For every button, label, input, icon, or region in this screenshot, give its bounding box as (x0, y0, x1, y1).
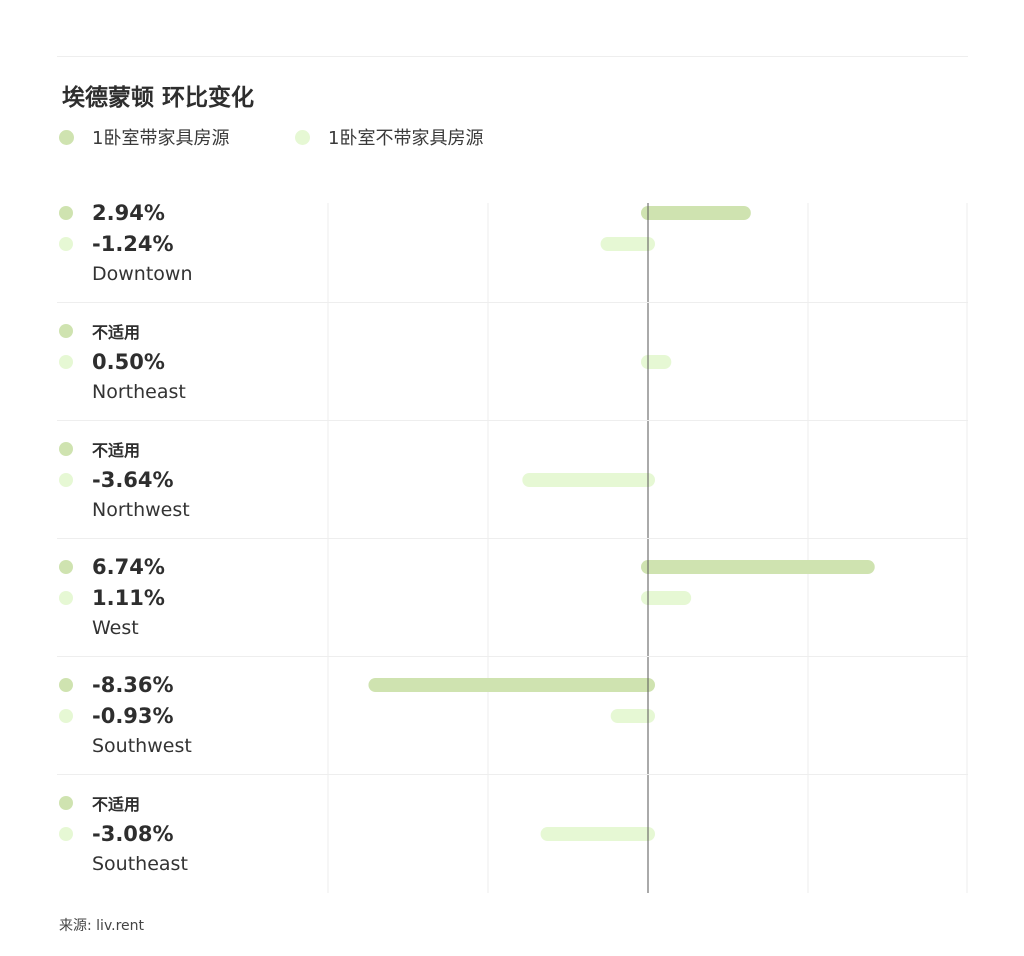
data-label: -8.36% (92, 673, 174, 697)
data-label: 6.74% (92, 555, 165, 579)
chart-title: 埃德蒙顿 环比变化 (62, 85, 255, 111)
row-northeast: 不适用 0.50% Northeast (57, 303, 968, 421)
value-unfurnished: -1.24% (59, 232, 174, 256)
row-southwest: -8.36% -0.93% Southwest (57, 657, 968, 775)
series-marker (59, 442, 73, 456)
row-northwest: 不适用 -3.64% Northwest (57, 421, 968, 539)
bar-west-furnished (641, 560, 875, 574)
value-furnished: 6.74% (59, 555, 165, 579)
data-label: -0.93% (92, 704, 174, 728)
row-divider (57, 420, 968, 421)
legend-marker-furnished (59, 129, 74, 145)
row-divider (57, 538, 968, 539)
row-divider (57, 656, 968, 657)
data-label: 2.94% (92, 201, 165, 225)
legend-item-unfurnished: 1卧室不带家具房源 (295, 124, 483, 150)
series-marker (59, 473, 73, 487)
value-unfurnished: -3.64% (59, 468, 174, 492)
row-divider (57, 774, 968, 775)
value-unfurnished: -3.08% (59, 822, 174, 846)
region-label: Southeast (92, 853, 188, 875)
data-label: -1.24% (92, 232, 174, 256)
series-marker (59, 709, 73, 723)
bar-downtown-unfurnished (600, 237, 655, 251)
region-label: Downtown (92, 263, 193, 285)
row-southeast: 不适用 -3.08% Southeast (57, 775, 968, 893)
legend-marker-unfurnished (295, 129, 310, 145)
value-furnished: 不适用 (59, 319, 140, 343)
source-note: 来源: liv.rent (59, 918, 145, 934)
value-unfurnished: 0.50% (59, 350, 165, 374)
series-marker (59, 796, 73, 810)
bar-southwest-unfurnished (610, 709, 655, 723)
legend-item-furnished: 1卧室带家具房源 (59, 124, 229, 150)
not-applicable-label: 不适用 (92, 441, 141, 460)
value-furnished: 2.94% (59, 201, 165, 225)
bar-west-unfurnished (641, 591, 692, 605)
region-label: Northeast (92, 381, 186, 403)
not-applicable-label: 不适用 (92, 323, 141, 342)
top-divider (57, 56, 968, 57)
series-marker (59, 560, 73, 574)
series-marker (59, 827, 73, 841)
row-divider (57, 302, 968, 303)
region-label: West (92, 617, 139, 639)
value-unfurnished: 1.11% (59, 586, 165, 610)
data-label: -3.08% (92, 822, 174, 846)
bar-northeast-unfurnished (641, 355, 672, 369)
bar-southwest-furnished (368, 678, 655, 692)
bar-northwest-unfurnished (522, 473, 655, 487)
series-marker (59, 355, 73, 369)
series-marker (59, 206, 73, 220)
bar-downtown-furnished (641, 206, 751, 220)
value-furnished: 不适用 (59, 791, 140, 815)
value-furnished: 不适用 (59, 437, 140, 461)
series-marker (59, 237, 73, 251)
value-unfurnished: -0.93% (59, 704, 174, 728)
bars (368, 206, 875, 841)
value-furnished: -8.36% (59, 673, 174, 697)
data-label: 0.50% (92, 350, 165, 374)
row-downtown: 2.94% -1.24% Downtown (57, 185, 968, 303)
not-applicable-label: 不适用 (92, 795, 141, 814)
series-marker (59, 678, 73, 692)
series-marker (59, 591, 73, 605)
row-west: 6.74% 1.11% West (57, 539, 968, 657)
region-label: Northwest (92, 499, 190, 521)
legend-label-furnished: 1卧室带家具房源 (92, 128, 230, 149)
data-label: 1.11% (92, 586, 165, 610)
data-label: -3.64% (92, 468, 174, 492)
bar-southeast-unfurnished (540, 827, 655, 841)
region-label: Southwest (92, 735, 192, 757)
legend-label-unfurnished: 1卧室不带家具房源 (328, 128, 484, 149)
series-marker (59, 324, 73, 338)
grid-lines (327, 203, 968, 893)
